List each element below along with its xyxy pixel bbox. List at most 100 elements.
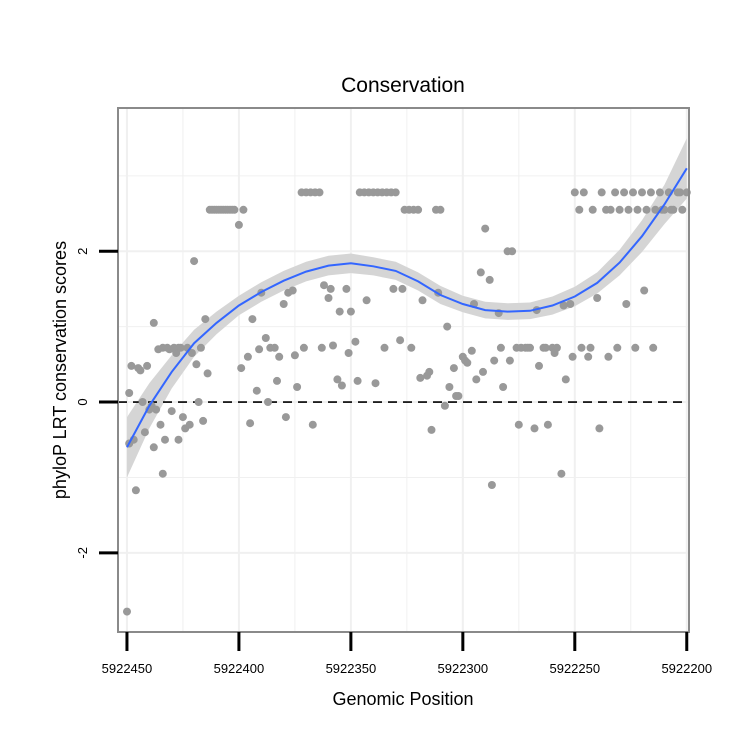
data-point (559, 301, 568, 310)
data-point (203, 369, 212, 378)
data-point (597, 188, 606, 197)
data-point (127, 361, 136, 370)
data-point (496, 343, 505, 352)
data-point (131, 486, 140, 495)
data-point (584, 352, 593, 361)
data-point (427, 425, 436, 434)
data-point (243, 352, 252, 361)
data-point (425, 367, 434, 376)
data-point (611, 188, 620, 197)
data-point (351, 337, 360, 346)
data-point (398, 284, 407, 293)
data-point (577, 343, 586, 352)
data-point (490, 356, 499, 365)
data-point (629, 188, 637, 197)
confidence-band (127, 138, 687, 478)
x-tick-label: 5922250 (549, 661, 600, 676)
x-tick-label: 5922400 (214, 661, 265, 676)
data-point (570, 188, 579, 197)
data-point (149, 443, 158, 452)
data-point (622, 300, 631, 308)
data-point (588, 205, 597, 214)
data-point (299, 343, 308, 352)
data-point (508, 247, 517, 256)
x-tick-label: 5922300 (438, 661, 489, 676)
data-point (246, 419, 255, 428)
data-point (505, 356, 514, 365)
panel-border (117, 107, 690, 633)
data-point (317, 343, 326, 352)
data-point (156, 420, 165, 429)
data-point (161, 435, 169, 444)
data-point (362, 296, 371, 305)
data-point (187, 349, 196, 357)
data-point (606, 205, 615, 214)
data-point (174, 435, 183, 444)
y-tick-label: 2 (75, 248, 90, 255)
data-point (472, 375, 481, 384)
data-point (239, 205, 248, 214)
data-point (593, 294, 602, 302)
data-point (248, 315, 257, 324)
data-point (326, 284, 335, 293)
data-point (190, 257, 199, 266)
data-point (138, 398, 147, 406)
y-axis-label: phyloP LRT conservation scores (50, 241, 70, 499)
data-point (143, 361, 152, 370)
data-point (566, 300, 575, 308)
data-point (333, 375, 342, 384)
data-point (631, 343, 640, 352)
grid-lines (118, 108, 689, 632)
data-points (123, 188, 691, 616)
data-point (255, 345, 264, 354)
data-point (290, 351, 299, 360)
y-tick-label: -2 (75, 547, 90, 559)
data-point (308, 420, 317, 429)
data-point (615, 205, 624, 214)
data-point (642, 205, 651, 214)
data-point (440, 401, 449, 410)
data-point (678, 205, 687, 214)
data-point (281, 413, 290, 422)
data-point (167, 407, 176, 416)
chart-title: Conservation (341, 74, 465, 97)
data-point (279, 300, 288, 308)
data-point (418, 296, 427, 305)
data-point (199, 416, 208, 425)
data-point (176, 343, 185, 352)
data-point (264, 398, 272, 406)
data-point (620, 188, 629, 197)
data-point (196, 343, 205, 352)
data-point (550, 349, 559, 357)
data-point (273, 376, 281, 385)
data-point (396, 336, 405, 345)
data-point (293, 383, 302, 391)
data-point (499, 383, 508, 391)
data-point (389, 284, 398, 293)
data-point (543, 420, 552, 429)
data-point (353, 376, 362, 385)
data-point (476, 268, 485, 277)
data-point (123, 607, 131, 616)
data-point (655, 188, 664, 197)
data-point (461, 356, 470, 365)
data-point (595, 424, 604, 433)
data-point (371, 379, 380, 388)
data-point (481, 224, 490, 233)
data-point (407, 343, 416, 352)
data-point (252, 386, 261, 395)
data-point (337, 381, 346, 390)
smooth-line (126, 167, 688, 448)
data-point (414, 205, 423, 214)
data-point (568, 352, 577, 361)
data-point (514, 420, 523, 429)
data-point (201, 315, 210, 324)
data-point (649, 343, 658, 352)
data-point (125, 389, 134, 397)
data-point (275, 352, 284, 361)
data-point (320, 281, 328, 290)
data-point (230, 205, 239, 214)
data-point (346, 307, 355, 316)
y-axis: -2 0 2 (75, 248, 118, 559)
